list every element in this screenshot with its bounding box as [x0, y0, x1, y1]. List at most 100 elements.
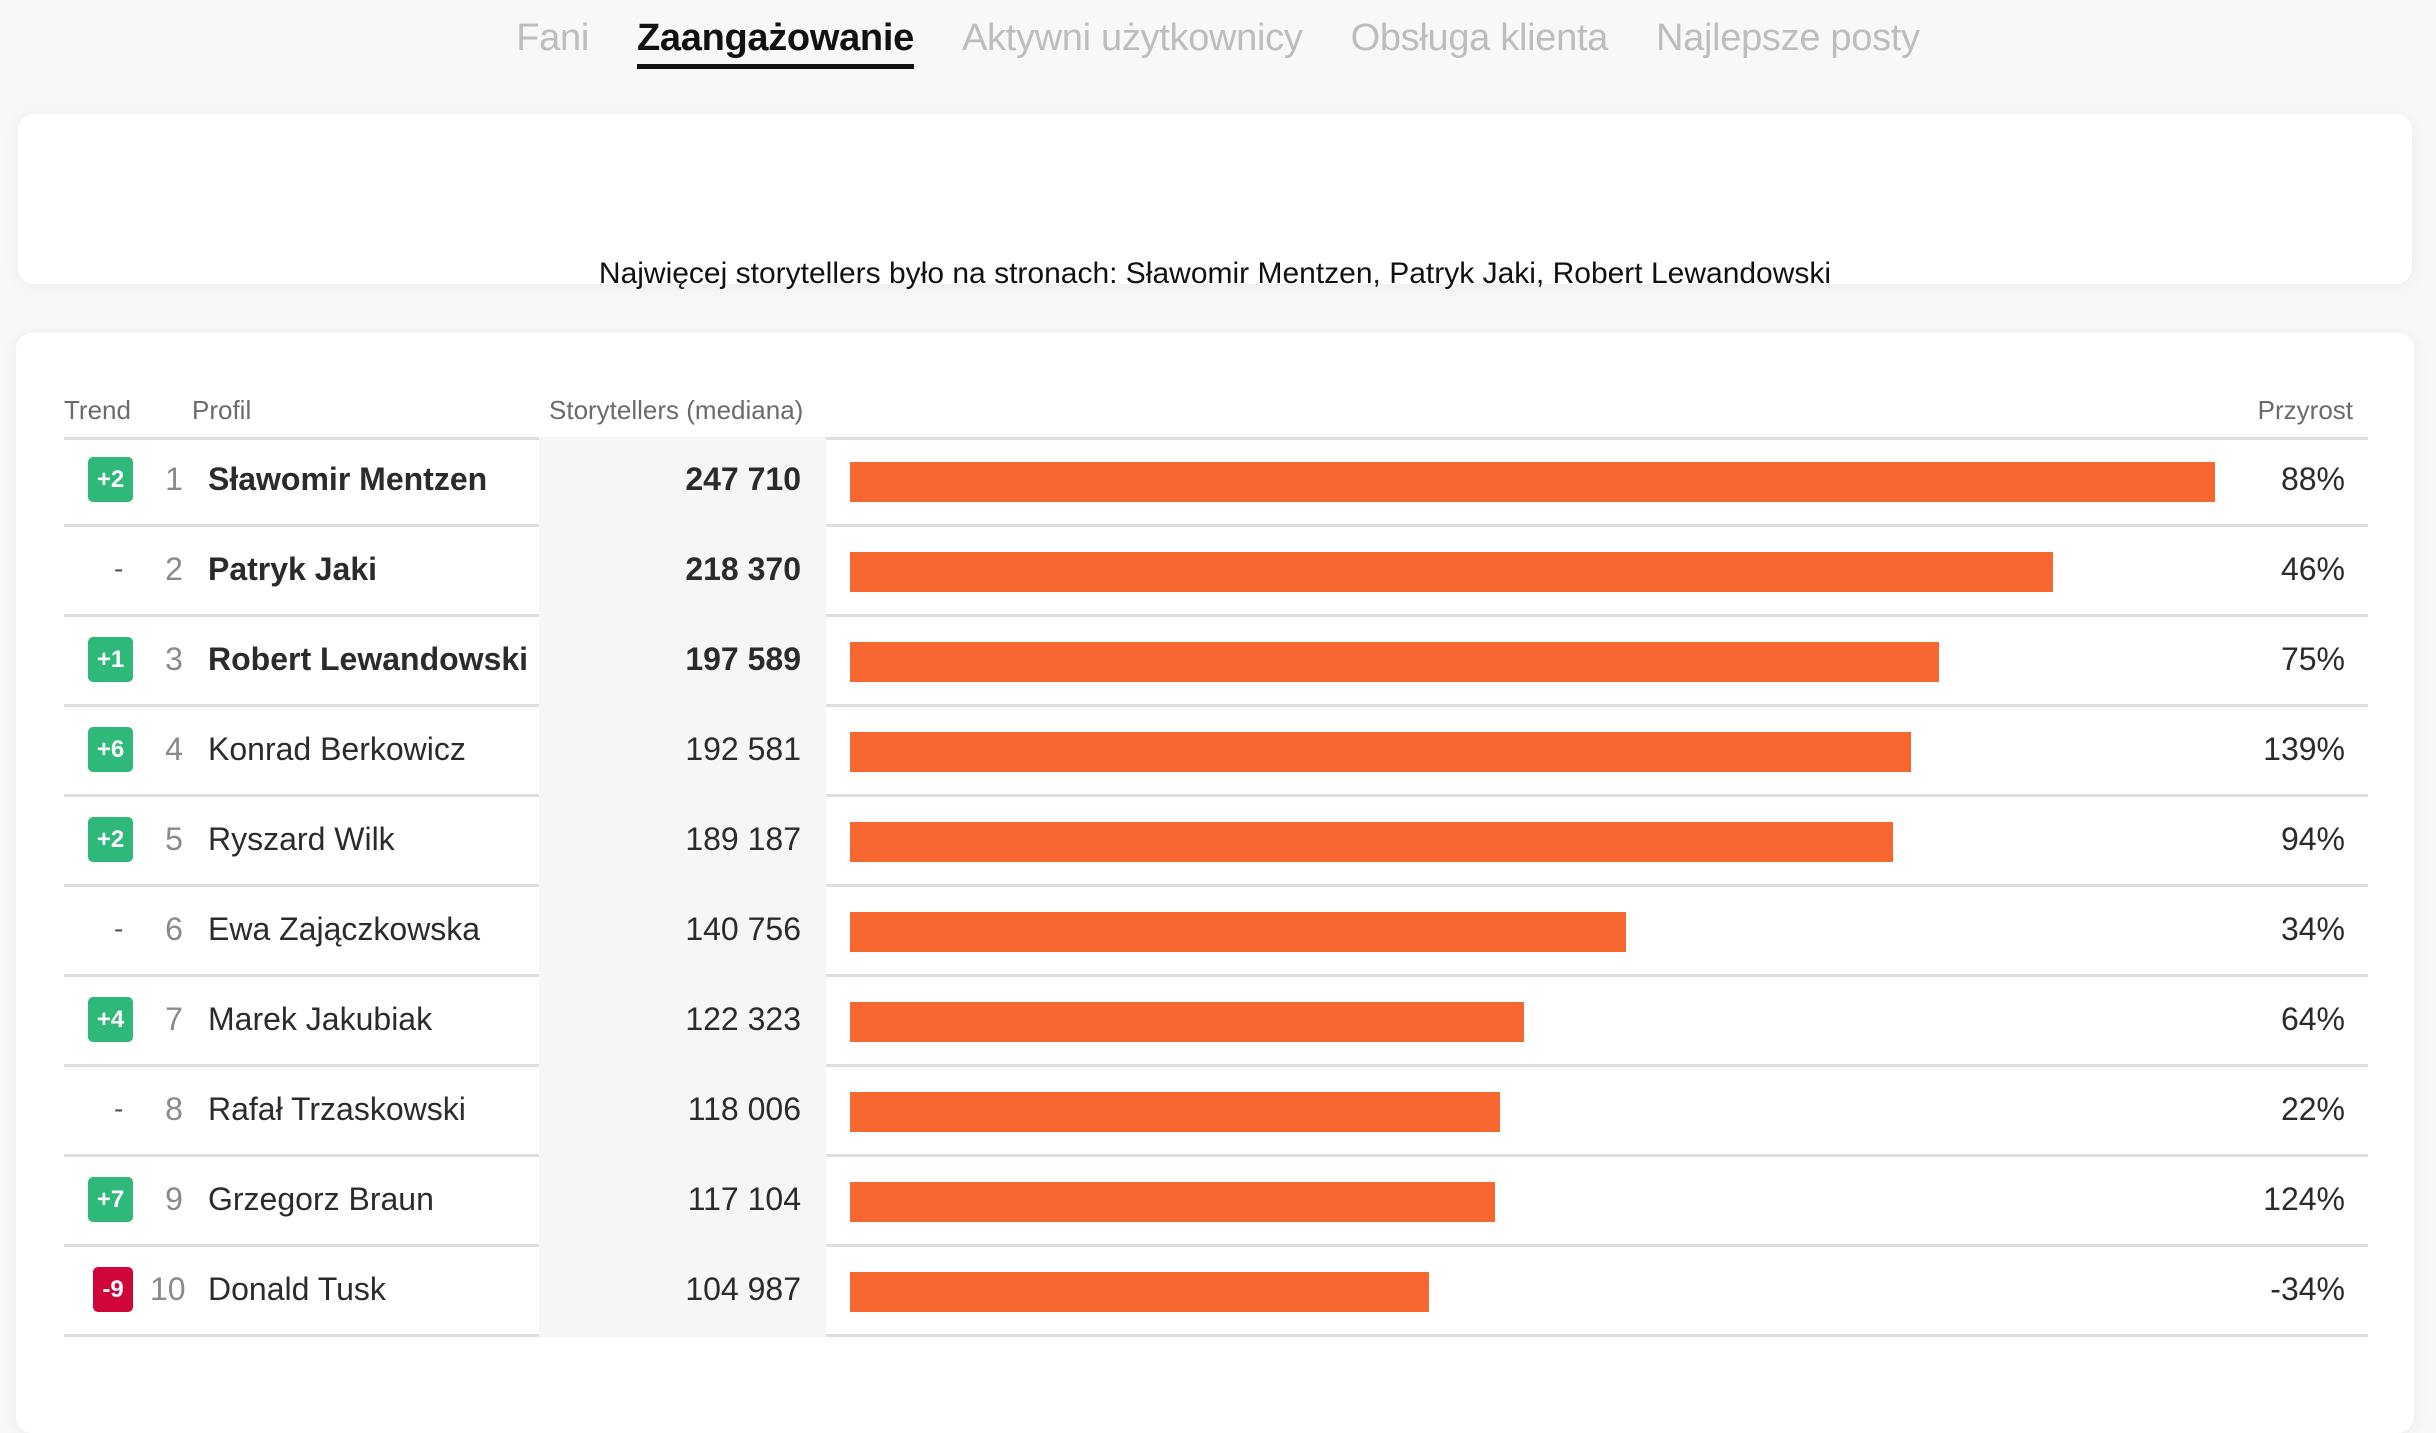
bar-track [850, 642, 2215, 682]
bar-track [850, 1002, 2215, 1042]
profile-name[interactable]: Donald Tusk [208, 1271, 386, 1307]
rank-number: 4 [165, 731, 183, 767]
bar-track [850, 822, 2215, 862]
trend-up-badge: +6 [88, 727, 133, 772]
rank-number: 9 [165, 1181, 183, 1217]
storytellers-bar [850, 732, 1912, 772]
storytellers-bar [850, 912, 1626, 952]
summary-top-storytellers: Najwięcej storytellers było na stronach:… [598, 257, 1832, 290]
trend-down-badge: -9 [93, 1267, 133, 1312]
header-profil[interactable]: Profil [192, 395, 252, 425]
storytellers-value: 117 104 [687, 1181, 801, 1217]
profile-name[interactable]: Grzegorz Braun [208, 1181, 434, 1217]
table-row[interactable]: - 6 Ewa Zajączkowska 140 756 34% [64, 887, 2368, 977]
rank-number: 7 [165, 1001, 183, 1037]
table-row[interactable]: -9 10 Donald Tusk 104 987 -34% [64, 1247, 2368, 1337]
bar-track [850, 912, 2215, 952]
storytellers-value: 192 581 [685, 731, 801, 767]
summary-card: Najwięcej storytellers było na stronach:… [18, 114, 2412, 365]
storytellers-value: 140 756 [685, 911, 801, 947]
value-column-bg [539, 707, 826, 797]
value-column-bg [539, 977, 826, 1067]
table-row[interactable]: +7 9 Grzegorz Braun 117 104 124% [64, 1157, 2368, 1247]
table-row[interactable]: - 2 Patryk Jaki 218 370 46% [64, 527, 2368, 617]
trend-up-badge: +2 [88, 457, 133, 502]
growth-percent: 75% [2280, 641, 2345, 677]
value-column-bg [539, 437, 826, 527]
storytellers-value: 118 006 [687, 1091, 801, 1127]
tab-obsługa-klienta[interactable]: Obsługa klienta [1350, 17, 1609, 59]
trend-unchanged: - [114, 1093, 124, 1124]
profile-name[interactable]: Marek Jakubiak [208, 1001, 433, 1037]
trend-up-badge: +7 [88, 1177, 133, 1222]
profile-name[interactable]: Patryk Jaki [208, 551, 378, 587]
trend-up-badge: +4 [88, 997, 133, 1042]
trend-up-badge: +1 [88, 637, 133, 682]
value-column-bg [539, 617, 826, 707]
storytellers-bar [850, 1272, 1429, 1312]
growth-percent: 124% [2263, 1181, 2345, 1217]
storytellers-bar [850, 462, 2215, 502]
storytellers-value: 218 370 [685, 551, 801, 587]
profile-name[interactable]: Sławomir Mentzen [208, 461, 488, 497]
storytellers-value: 104 987 [685, 1271, 801, 1307]
table-row[interactable]: +6 4 Konrad Berkowicz 192 581 139% [64, 707, 2368, 797]
value-column-bg [539, 797, 826, 887]
header-storytellers[interactable]: Storytellers (mediana) [549, 395, 804, 425]
storytellers-value: 122 323 [685, 1001, 801, 1037]
growth-percent: 88% [2280, 461, 2345, 497]
storytellers-bar [850, 642, 1939, 682]
rank-number: 8 [165, 1091, 183, 1127]
profile-name[interactable]: Ryszard Wilk [208, 821, 395, 857]
header-trend[interactable]: Trend [64, 395, 131, 425]
profile-name[interactable]: Konrad Berkowicz [208, 731, 466, 767]
header-przyrost[interactable]: Przyrost [2257, 395, 2353, 425]
tab-najlepsze-posty[interactable]: Najlepsze posty [1656, 17, 1920, 59]
growth-percent: 34% [2280, 911, 2345, 947]
storytellers-bar [850, 552, 2054, 592]
value-column-bg [539, 527, 826, 617]
trend-unchanged: - [114, 913, 124, 944]
growth-percent: 139% [2263, 731, 2345, 767]
table-row[interactable]: - 8 Rafał Trzaskowski 118 006 22% [64, 1067, 2368, 1157]
rank-number: 3 [165, 641, 183, 677]
storytellers-bar [850, 1182, 1496, 1222]
profile-name[interactable]: Ewa Zajączkowska [208, 911, 481, 947]
rank-number: 2 [165, 551, 183, 587]
rank-number: 1 [165, 461, 183, 497]
growth-percent: 46% [2280, 551, 2345, 587]
growth-percent: 22% [2280, 1091, 2345, 1127]
table-row[interactable]: +2 1 Sławomir Mentzen 247 710 88% [64, 437, 2368, 527]
storytellers-bar [850, 1002, 1525, 1042]
storytellers-value: 247 710 [685, 461, 801, 497]
value-column-bg [539, 1067, 826, 1157]
rank-number: 6 [165, 911, 183, 947]
trend-up-badge: +2 [88, 817, 133, 862]
profile-name[interactable]: Rafał Trzaskowski [208, 1091, 466, 1127]
rank-number: 10 [150, 1271, 186, 1307]
bar-track [850, 1272, 2215, 1312]
rank-number: 5 [165, 821, 183, 857]
growth-percent: -34% [2270, 1271, 2345, 1307]
ranking-table-card: Trend Profil Storytellers (mediana) Przy… [16, 333, 2414, 1433]
value-column-bg [539, 1157, 826, 1247]
table-body: +2 1 Sławomir Mentzen 247 710 88% - 2 Patryk Ja… [64, 437, 2368, 1337]
bar-track [850, 1182, 2215, 1222]
profile-name[interactable]: Robert Lewandowski [208, 641, 529, 677]
tab-aktywni-użytkownicy[interactable]: Aktywni użytkownicy [961, 17, 1303, 59]
growth-percent: 64% [2280, 1001, 2345, 1037]
table-row[interactable]: +4 7 Marek Jakubiak 122 323 64% [64, 977, 2368, 1067]
bar-track [850, 1092, 2215, 1132]
growth-percent: 94% [2280, 821, 2345, 857]
trend-unchanged: - [114, 553, 124, 584]
bar-track [850, 552, 2215, 592]
table-row[interactable]: +2 5 Ryszard Wilk 189 187 94% [64, 797, 2368, 887]
table-header: Trend Profil Storytellers (mediana) Przy… [64, 383, 2368, 440]
storytellers-value: 197 589 [685, 641, 801, 677]
table-row[interactable]: +1 3 Robert Lewandowski 197 589 75% [64, 617, 2368, 707]
tab-fani[interactable]: Fani [516, 17, 589, 59]
storytellers-value: 189 187 [685, 821, 801, 857]
storytellers-bar [850, 822, 1893, 862]
value-column-bg [539, 887, 826, 977]
tab-zaangażowanie[interactable]: Zaangażowanie [636, 14, 914, 69]
